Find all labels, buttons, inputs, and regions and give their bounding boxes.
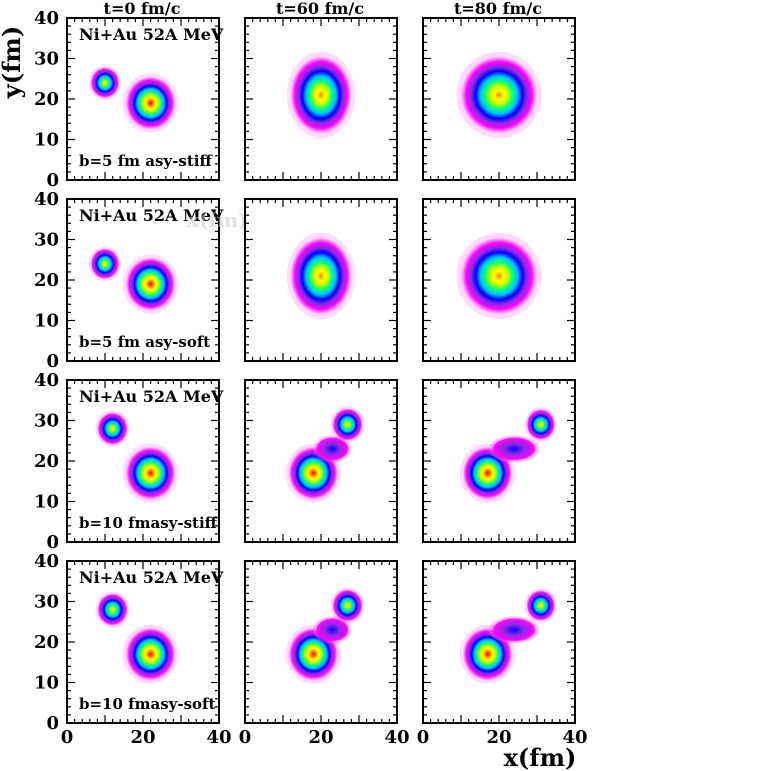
projectile-density-blob <box>97 593 128 626</box>
projectile-density-blob <box>90 67 120 99</box>
projectile-density-blob <box>90 248 120 280</box>
y-tick-label: 40 <box>34 8 59 29</box>
density-layer <box>88 246 179 314</box>
x-tick-label: 20 <box>308 727 333 748</box>
density-layer <box>459 407 557 503</box>
panel-r2-c2 <box>244 198 398 362</box>
density-layer <box>456 232 542 320</box>
x-tick-label: 0 <box>61 727 74 748</box>
y-tick-label: 10 <box>34 130 59 151</box>
panel-r3-c3 <box>422 379 576 543</box>
projectile-density-blob <box>332 408 363 441</box>
target-density-blob <box>462 446 513 500</box>
y-tick-label: 10 <box>34 492 59 513</box>
panel-r1-c2 <box>244 17 398 181</box>
panel-r3-c1: 0 10 20 30 40 Ni+Au 52A MeV b=10 fmasy-stiff <box>34 370 224 553</box>
y-tick-label: 0 <box>46 713 59 734</box>
reaction-label: Ni+Au 52A MeV <box>79 387 224 406</box>
x-tick-label: 40 <box>562 727 587 748</box>
impact-parameter-label: b=5 fm asy-soft <box>79 333 210 351</box>
x-tick-label: 20 <box>130 727 155 748</box>
neck-density-blob <box>491 436 537 461</box>
fused-density-blob <box>290 237 352 315</box>
density-layer <box>285 406 365 503</box>
y-tick-label: 40 <box>34 551 59 572</box>
panel-r4-c3: 0 20 40 <box>417 560 588 748</box>
y-tick-label: 0 <box>46 532 59 553</box>
reaction-label: Ni+Au 52A MeV <box>79 25 224 44</box>
target-density-blob <box>462 627 513 681</box>
impact-parameter-label: b=10 fmasy-stiff <box>79 514 219 532</box>
y-tick-label: 30 <box>34 49 59 70</box>
x-tick-label: 0 <box>239 727 252 748</box>
x-tick-label: 40 <box>384 727 409 748</box>
density-layer <box>95 410 179 503</box>
y-tick-label: 40 <box>34 189 59 210</box>
neck-density-blob <box>315 617 350 642</box>
density-layer <box>286 51 356 139</box>
density-layer <box>95 591 179 684</box>
column-title-t60: t=60 fm/c <box>276 0 364 18</box>
panel-r4-c1: 0 10 20 30 40 0 20 40 Ni+Au 52A MeV b=10 fmasy-so… <box>34 551 232 748</box>
y-tick-label: 20 <box>34 632 59 653</box>
x-tick-label: 20 <box>486 727 511 748</box>
y-tick-label: 0 <box>46 351 59 372</box>
target-density-blob <box>125 627 176 681</box>
projectile-density-blob <box>332 589 363 622</box>
density-layer <box>456 51 542 139</box>
x-tick-label: 0 <box>417 727 430 748</box>
panel-r3-c2 <box>244 379 398 543</box>
impact-parameter-label: b=5 fm asy-stiff <box>79 152 213 170</box>
density-layer <box>459 588 557 684</box>
y-tick-label: 20 <box>34 89 59 110</box>
y-tick-label: 20 <box>34 270 59 291</box>
column-title-t80: t=80 fm/c <box>454 0 542 18</box>
density-layer <box>286 232 356 320</box>
x-tick-label: 40 <box>206 727 231 748</box>
projectile-density-blob <box>526 409 556 440</box>
y-axis-title: y(fm) <box>0 26 26 99</box>
ghost-axis-label: x(fm) <box>187 208 248 232</box>
y-tick-label: 30 <box>34 592 59 613</box>
neck-density-blob <box>315 436 350 461</box>
y-tick-label: 20 <box>34 451 59 472</box>
fused-density-blob <box>461 56 537 134</box>
y-tick-label: 10 <box>34 673 59 694</box>
neck-density-blob <box>491 617 537 642</box>
panel-r2-c3 <box>422 198 576 362</box>
reaction-label: Ni+Au 52A MeV <box>79 206 224 225</box>
fused-density-blob <box>461 237 537 315</box>
density-layer <box>88 65 179 133</box>
target-density-blob <box>125 76 176 130</box>
projectile-density-blob <box>526 590 556 621</box>
projectile-density-blob <box>97 412 128 445</box>
y-tick-label: 30 <box>34 411 59 432</box>
density-layer <box>285 587 365 684</box>
y-tick-label: 0 <box>46 170 59 191</box>
impact-parameter-label: b=10 fmasy-soft <box>79 695 215 713</box>
reaction-label: Ni+Au 52A MeV <box>79 568 224 587</box>
panel-r1-c1: 0 10 20 30 40 Ni+Au 52A MeV b=5 fm asy-stiff <box>34 8 224 191</box>
y-tick-label: 40 <box>34 370 59 391</box>
column-title-t0: t=0 fm/c <box>104 0 181 18</box>
panel-r1-c3 <box>422 17 576 181</box>
y-tick-label: 30 <box>34 230 59 251</box>
x-axis-title: x(fm) <box>504 743 577 771</box>
target-density-blob <box>125 446 176 500</box>
fused-density-blob <box>290 56 352 134</box>
panel-grid: 0 10 20 30 40 Ni+Au 52A MeV b=5 fm asy-stiff 0 1… <box>34 8 588 748</box>
target-density-blob <box>125 257 176 311</box>
y-tick-label: 10 <box>34 311 59 332</box>
panel-r4-c2: 0 20 40 <box>239 560 410 748</box>
